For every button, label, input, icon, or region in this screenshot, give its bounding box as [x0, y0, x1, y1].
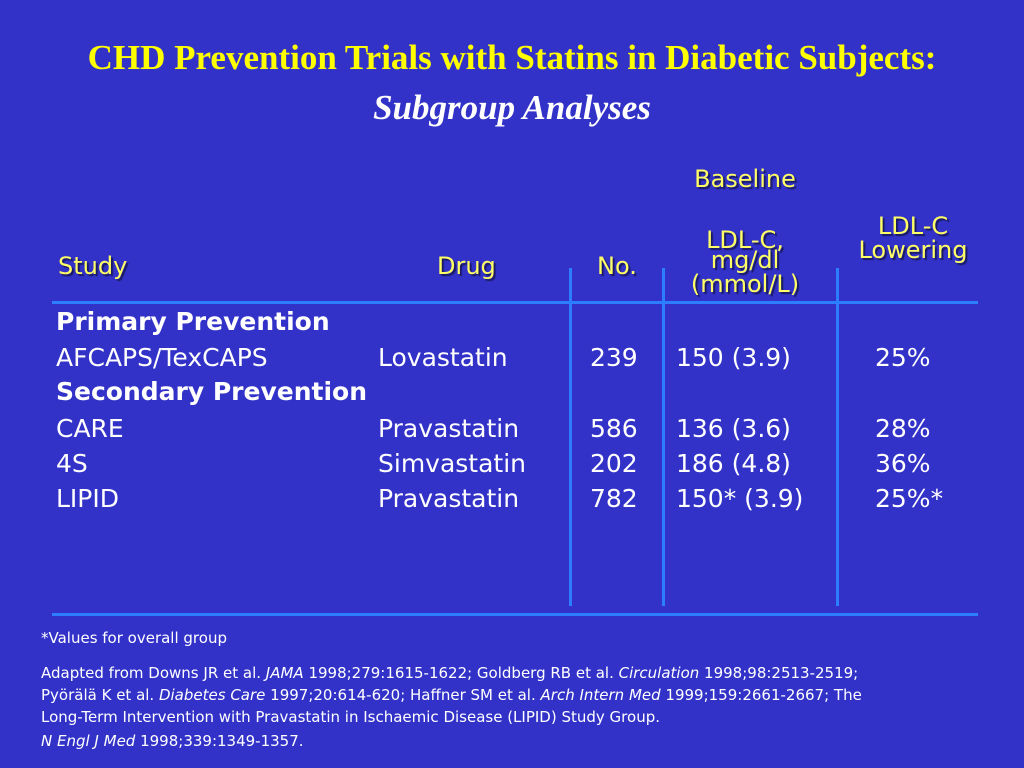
table-row: 4S Simvastatin 202 186 (4.8) 36% — [0, 449, 1024, 485]
header-baseline: Baseline — [694, 165, 796, 193]
header-lowering-line2: Lowering — [858, 236, 968, 264]
cell-ldl: 150* (3.9) — [676, 484, 804, 513]
cell-drug: Lovastatin — [378, 343, 508, 372]
column-divider-3 — [836, 268, 839, 606]
reference-line-2: Pyörälä K et al. Diabetes Care 1997;20:6… — [41, 686, 862, 704]
section-secondary-prevention: Secondary Prevention — [56, 377, 367, 406]
cell-drug: Simvastatin — [378, 449, 527, 478]
header-ldl-line2: mg/dl — [710, 246, 780, 274]
header-no: No. — [597, 252, 637, 280]
table-row: LIPID Pravastatin 782 150* (3.9) 25%* — [0, 484, 1024, 520]
cell-no: 239 — [590, 343, 638, 372]
header-ldl-line1: LDL-C, — [706, 226, 784, 254]
table-bottom-rule — [52, 613, 978, 616]
column-divider-1 — [569, 268, 572, 606]
header-study: Study — [58, 252, 128, 280]
reference-line-3: Long-Term Intervention with Pravastatin … — [41, 708, 660, 726]
cell-no: 202 — [590, 449, 638, 478]
cell-lowering: 25% — [875, 343, 931, 372]
table-row: AFCAPS/TexCAPS Lovastatin 239 150 (3.9) … — [0, 343, 1024, 379]
cell-no: 782 — [590, 484, 638, 513]
cell-study: CARE — [56, 414, 124, 443]
reference-line-4: N Engl J Med 1998;339:1349-1357. — [41, 732, 304, 750]
header-drug: Drug — [437, 252, 496, 280]
cell-lowering: 28% — [875, 414, 931, 443]
references: Adapted from Downs JR et al. JAMA 1998;2… — [41, 662, 1016, 752]
table-row: CARE Pravastatin 586 136 (3.6) 28% — [0, 414, 1024, 450]
cell-ldl: 150 (3.9) — [676, 343, 791, 372]
header-lowering-line1: LDL-C — [877, 212, 949, 240]
cell-lowering: 36% — [875, 449, 931, 478]
header-ldl-line3: (mmol/L) — [690, 270, 800, 298]
cell-no: 586 — [590, 414, 638, 443]
cell-study: 4S — [56, 449, 88, 478]
slide-subtitle: Subgroup Analyses — [373, 88, 651, 127]
cell-drug: Pravastatin — [378, 484, 520, 513]
section-primary-prevention: Primary Prevention — [56, 307, 330, 336]
reference-line-1: Adapted from Downs JR et al. JAMA 1998;2… — [41, 664, 859, 682]
footnote: *Values for overall group — [41, 629, 227, 647]
table-header-rule — [52, 301, 978, 304]
slide-title: CHD Prevention Trials with Statins in Di… — [87, 38, 937, 77]
cell-ldl: 186 (4.8) — [676, 449, 791, 478]
cell-study: AFCAPS/TexCAPS — [56, 343, 268, 372]
cell-lowering: 25%* — [875, 484, 944, 513]
cell-study: LIPID — [56, 484, 120, 513]
cell-drug: Pravastatin — [378, 414, 520, 443]
column-divider-2 — [662, 268, 665, 606]
cell-ldl: 136 (3.6) — [676, 414, 791, 443]
